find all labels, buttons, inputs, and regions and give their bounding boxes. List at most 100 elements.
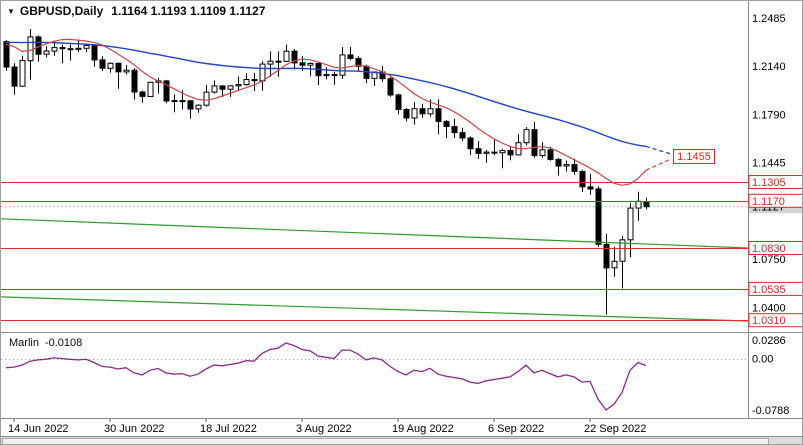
- candle-body: [635, 200, 642, 209]
- price-tick-label: 1.2485: [752, 13, 786, 25]
- price-axis: 1.2485 1.2140 1.1790 1.1445 1.0750 1.0400 1.11…: [748, 13, 802, 328]
- level-price-label: [748, 281, 802, 296]
- candle-body: [547, 149, 554, 160]
- date-axis: 14 Jun 2022 30 Jun 2022 18 Jul 2022 3 Aug 2…: [8, 419, 646, 435]
- candle-body: [147, 81, 154, 98]
- support-resistance-lines: [1, 182, 748, 321]
- trendline[interactable]: [1, 296, 749, 322]
- candle-body: [51, 47, 58, 52]
- candle-body: [475, 148, 482, 154]
- candle-body: [523, 129, 530, 144]
- candle-body: [227, 85, 234, 90]
- date-tick-label: 18 Jul 2022: [200, 423, 257, 435]
- candle-body: [115, 62, 122, 73]
- candle-body: [259, 63, 266, 82]
- candle-body: [11, 66, 18, 87]
- price-tick-label: 1.2140: [752, 61, 786, 73]
- candle-body: [171, 100, 178, 103]
- candle-body: [307, 63, 314, 66]
- trend-channel-lines: [1, 218, 749, 322]
- candle-body: [251, 79, 258, 82]
- chart-marker-icon: ▼: [7, 6, 15, 16]
- candle-body: [219, 85, 226, 90]
- candle-body: [131, 69, 138, 93]
- chart-legend: ▼ GBPUSD,Daily 1.1164 1.1193 1.1109 1.11…: [7, 4, 265, 18]
- candle-body: [435, 108, 442, 122]
- candle-body: [507, 150, 514, 156]
- candle-body: [283, 50, 290, 62]
- level-price-label: [748, 313, 802, 328]
- candle-body: [595, 188, 602, 245]
- candle-body: [323, 74, 330, 77]
- candle-body: [555, 158, 562, 167]
- candle-body: [3, 41, 10, 68]
- candle-body: [571, 164, 578, 172]
- candle-body: [395, 94, 402, 111]
- candle-body: [491, 151, 498, 154]
- ma-red-projection: [645, 158, 672, 171]
- level-price-label: [748, 241, 802, 255]
- indicator-name-label: Marlin: [9, 337, 39, 349]
- candle-body: [275, 60, 282, 63]
- candle-body: [291, 50, 298, 64]
- candle-body: [419, 108, 426, 115]
- svg-text:1.0535: 1.0535: [752, 284, 786, 296]
- scrollbar-thumb[interactable]: [2, 438, 769, 445]
- candle-body: [179, 100, 186, 103]
- candle-body: [579, 170, 586, 188]
- indicator-tick-label: 0.00: [752, 354, 773, 366]
- candle-body: [99, 59, 106, 69]
- candle-body: [203, 91, 210, 106]
- candle-body: [339, 54, 346, 76]
- date-tick-label: 30 Jun 2022: [104, 423, 165, 435]
- indicator-axis: 0.0286 0.00 -0.0788: [752, 335, 789, 417]
- candle-body: [355, 57, 362, 67]
- svg-text:1.1305: 1.1305: [752, 177, 786, 189]
- candle-body: [539, 149, 546, 157]
- svg-text:1.1455: 1.1455: [677, 151, 711, 163]
- marlin-line: [5, 342, 647, 411]
- candle-body: [139, 91, 146, 97]
- level-price-label: [748, 175, 802, 189]
- candle-body: [387, 78, 394, 96]
- candle-body: [211, 85, 218, 93]
- candle-body: [75, 47, 82, 50]
- price-tick-label: 1.1445: [752, 158, 786, 170]
- candle-body: [195, 104, 202, 110]
- candle-body: [331, 74, 338, 77]
- candle-body: [243, 79, 250, 86]
- candle-body: [499, 150, 506, 154]
- price-tick-label: 1.0400: [752, 303, 786, 315]
- candle-body: [347, 54, 354, 59]
- ma-red-line: [5, 38, 647, 186]
- candle-body: [459, 132, 466, 139]
- candle-body: [603, 243, 610, 269]
- ma-blue-line: [6, 41, 647, 148]
- candle-body: [163, 80, 170, 102]
- candle-body: [19, 60, 26, 87]
- date-tick-label: 22 Sep 2022: [584, 423, 646, 435]
- candle-body: [443, 120, 450, 128]
- candle-body: [563, 164, 570, 167]
- date-tick-label: 3 Aug 2022: [296, 423, 352, 435]
- candle-body: [531, 129, 538, 157]
- price-tick-label: 1.0750: [752, 254, 786, 266]
- trendline[interactable]: [1, 218, 749, 249]
- candle-body: [83, 45, 90, 49]
- candle-body: [67, 48, 74, 51]
- candle-body: [483, 151, 490, 154]
- symbol-period-label: GBPUSD,Daily: [19, 4, 104, 18]
- candle-body: [91, 45, 98, 61]
- candle-body: [587, 186, 594, 190]
- panel-separators: [1, 1, 802, 437]
- scrollbar: [1, 437, 802, 445]
- candle-body: [107, 62, 114, 69]
- ma-blue-projection: [645, 145, 672, 155]
- candle-body: [619, 239, 626, 262]
- candle-body: [451, 126, 458, 134]
- candle-body: [235, 84, 242, 87]
- price-tick-label: 1.1790: [752, 110, 786, 122]
- level-price-label: [748, 193, 802, 208]
